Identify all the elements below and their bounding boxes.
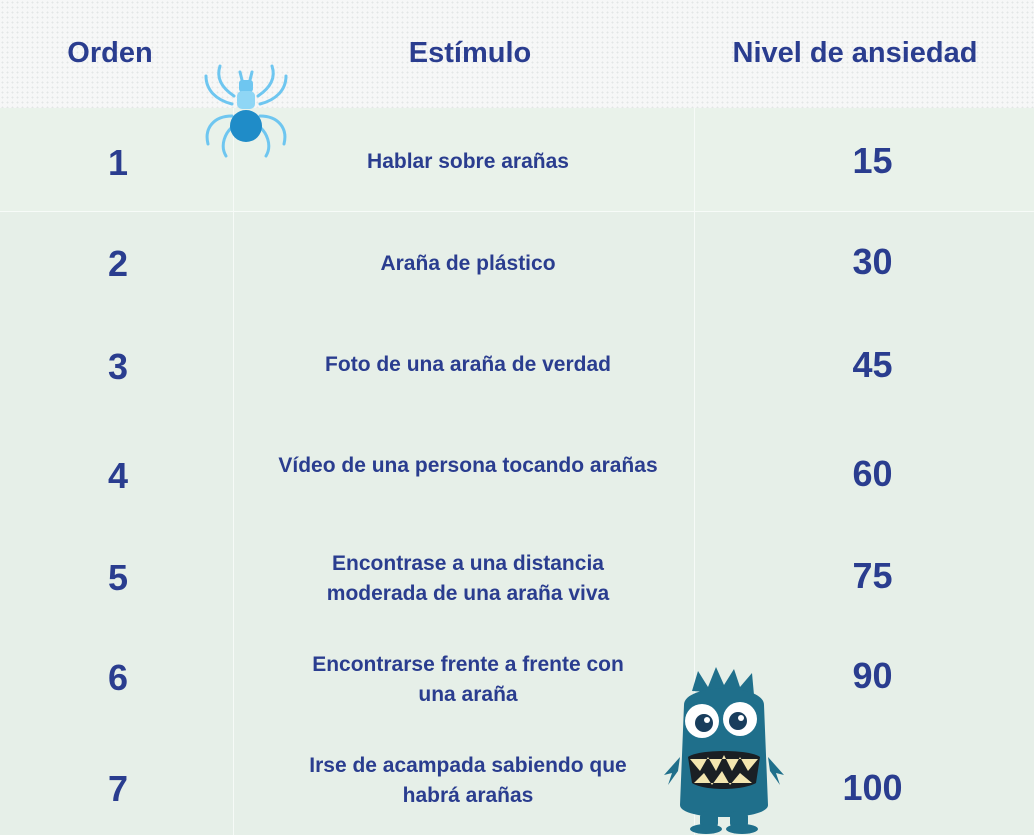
column-divider bbox=[694, 108, 695, 835]
table-row: 6 Encontrarse frente a frente con una ar… bbox=[0, 620, 1034, 724]
table-row: 4 Vídeo de una persona tocando arañas 60 bbox=[0, 416, 1034, 518]
table-row: 5 Encontrase a una distancia moderada de… bbox=[0, 518, 1034, 620]
header-estimulo: Estímulo bbox=[408, 37, 532, 69]
spider-icon bbox=[204, 64, 288, 158]
row-orden: 4 bbox=[107, 455, 129, 496]
hierarchy-table: 1 Hablar sobre arañas 15 2 Araña de plás… bbox=[0, 108, 1034, 835]
column-divider bbox=[233, 108, 234, 835]
table-row: 3 Foto de una araña de verdad 45 bbox=[0, 314, 1034, 416]
monster-icon bbox=[664, 667, 784, 834]
table-row: 1 Hablar sobre arañas 15 bbox=[0, 108, 1034, 212]
table-row: 2 Araña de plástico 30 bbox=[0, 212, 1034, 314]
row-nivel: 60 bbox=[852, 453, 893, 494]
row-estimulo: Hablar sobre arañas bbox=[367, 150, 569, 173]
row-orden: 3 bbox=[107, 346, 129, 387]
row-orden: 5 bbox=[107, 557, 129, 598]
row-nivel: 90 bbox=[852, 655, 893, 696]
row-estimulo: Foto de una araña de verdad bbox=[325, 353, 611, 376]
row-nivel: 30 bbox=[852, 241, 893, 282]
row-nivel: 15 bbox=[852, 140, 893, 181]
table-header: Orden Estímulo Nivel de ansiedad bbox=[0, 0, 1034, 108]
row-estimulo: Encontrase a una distancia moderada de u… bbox=[326, 552, 610, 605]
row-estimulo: Vídeo de una persona tocando arañas bbox=[278, 454, 658, 477]
row-orden: 2 bbox=[107, 243, 129, 284]
row-orden: 6 bbox=[107, 657, 129, 698]
row-estimulo: Araña de plástico bbox=[380, 252, 556, 275]
row-estimulo: Irse de acampada sabiendo que habrá arañ… bbox=[309, 754, 627, 807]
table-row: 7 Irse de acampada sabiendo que habrá ar… bbox=[0, 724, 1034, 835]
row-orden: 1 bbox=[107, 142, 129, 183]
row-nivel: 45 bbox=[852, 344, 893, 385]
row-nivel: 100 bbox=[842, 767, 903, 808]
row-nivel: 75 bbox=[852, 555, 893, 596]
row-estimulo: Encontrarse frente a frente con una arañ… bbox=[312, 653, 624, 706]
header-orden: Orden bbox=[67, 37, 153, 69]
row-orden: 7 bbox=[107, 768, 129, 809]
header-nivel: Nivel de ansiedad bbox=[732, 37, 978, 69]
